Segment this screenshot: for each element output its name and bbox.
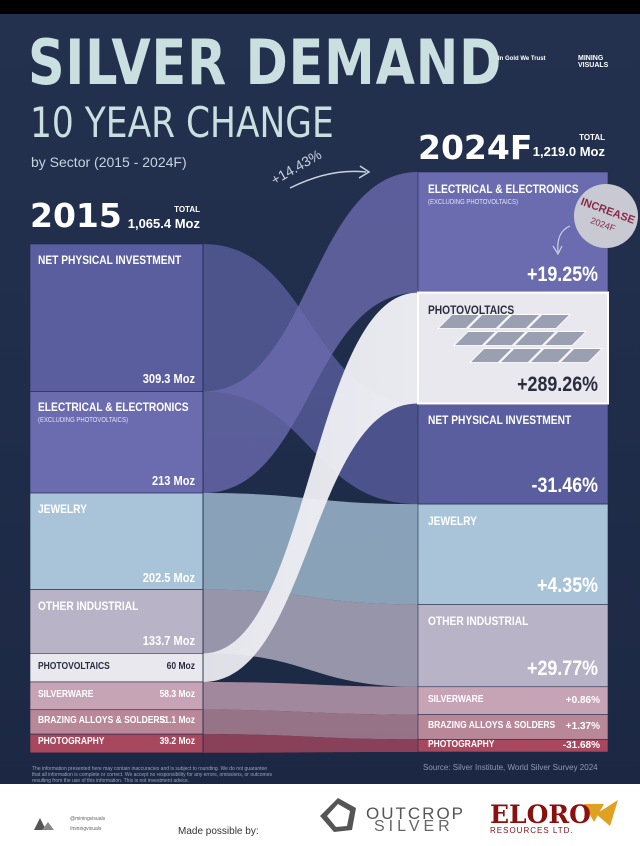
badge-increase: INCREASE 2024F xyxy=(574,184,638,248)
bar-2024-jewelry xyxy=(417,503,609,605)
solar-cell xyxy=(453,331,497,346)
value-2015-photography: 39.2 Moz xyxy=(159,736,195,748)
growth-arrowhead-icon xyxy=(358,165,371,179)
label-2024-net_physical_investment: NET PHYSICAL INVESTMENT xyxy=(428,413,572,428)
bar-2015-net_physical_investment xyxy=(29,243,204,392)
eloro-logo-icon xyxy=(584,800,618,826)
flow-photography xyxy=(203,734,418,753)
value-2015-net_physical_investment: 309.3 Moz xyxy=(142,371,195,387)
note-2024-electrical: (EXCLUDING PHOTOVOLTAICS) xyxy=(428,199,518,206)
label-2015-net_physical_investment: NET PHYSICAL INVESTMENT xyxy=(38,253,182,267)
flow-silverware xyxy=(203,681,418,715)
made-possible: Made possible by: xyxy=(178,826,259,837)
label-2015-photography: PHOTOGRAPHY xyxy=(38,736,105,748)
bar-2024-brazing xyxy=(417,714,609,740)
label-2015-brazing: BRAZING ALLOYS & SOLDERS xyxy=(38,714,166,726)
flow-electrical xyxy=(203,172,418,494)
bar-2024-photography xyxy=(417,738,609,753)
brand-miningvisuals: MINING VISUALS xyxy=(578,55,609,69)
source: Source: Silver Institute, World Silver S… xyxy=(423,763,598,772)
subtitle: 10 YEAR CHANGE xyxy=(30,98,334,147)
right-year: 2024F xyxy=(418,128,533,167)
change-2024-electrical: +19.25% xyxy=(527,262,598,286)
left-year: 2015 xyxy=(30,196,122,235)
flow-brazing xyxy=(203,709,418,740)
value-2015-brazing: 51.1 Moz xyxy=(159,714,195,726)
label-2015-photovoltaics: PHOTOVOLTAICS xyxy=(38,660,110,672)
flow-jewelry xyxy=(203,493,418,605)
label-2024-brazing: BRAZING ALLOYS & SOLDERS xyxy=(428,719,556,731)
solar-panel-icon xyxy=(437,314,603,363)
solar-cell xyxy=(469,348,513,363)
label-2024-silverware: SILVERWARE xyxy=(428,693,484,705)
social-2: /miningvisuals xyxy=(70,826,102,832)
change-2024-net_physical_investment: -31.46% xyxy=(531,474,598,498)
outcrop-logo-icon xyxy=(320,798,356,832)
label-2015-electrical: ELECTRICAL & ELECTRONICS xyxy=(38,400,189,415)
badge-arrowhead-icon xyxy=(552,245,563,256)
bar-2024-other_industrial xyxy=(417,604,609,688)
left-total-value: 1,065.4 Moz xyxy=(127,216,200,231)
change-2024-brazing: +1.37% xyxy=(565,720,600,732)
disclaimer: The information presented here may conta… xyxy=(32,766,273,784)
change-2024-jewelry: +4.35% xyxy=(536,574,598,598)
note-2015-electrical: (EXCLUDING PHOTOVOLTAICS) xyxy=(38,417,128,425)
bar-2015-photovoltaics xyxy=(29,653,204,683)
label-2015-silverware: SILVERWARE xyxy=(38,688,94,700)
change-2024-silverware: +0.86% xyxy=(565,694,600,706)
social-1: @miningvisuals xyxy=(70,816,106,822)
right-total-label: TOTAL xyxy=(579,133,605,142)
solar-cell xyxy=(499,348,543,363)
eloro-name: ELORO xyxy=(490,800,591,829)
flow-photovoltaics xyxy=(203,292,418,682)
main-title: SILVER DEMAND xyxy=(28,26,503,99)
bar-2015-silverware xyxy=(29,681,204,711)
bar-2024-electrical xyxy=(417,171,609,293)
value-2015-jewelry: 202.5 Moz xyxy=(142,569,195,585)
growth-arrow-icon xyxy=(289,170,367,189)
solar-cell xyxy=(483,331,527,346)
label-2024-jewelry: JEWELRY xyxy=(428,514,477,529)
label-2024-electrical: ELECTRICAL & ELECTRONICS xyxy=(428,182,579,196)
label-2015-jewelry: JEWELRY xyxy=(38,502,87,517)
left-total-label: TOTAL xyxy=(174,205,200,214)
outcrop-name: OUTCROP xyxy=(366,804,465,823)
outcrop-silver: SILVER xyxy=(374,818,454,835)
label-2024-photovoltaics: PHOTOVOLTAICS xyxy=(428,302,515,317)
bar-2015-other_industrial xyxy=(29,589,204,654)
value-2015-photovoltaics: 60 Moz xyxy=(166,660,195,672)
label-2024-photography: PHOTOGRAPHY xyxy=(428,738,495,750)
solar-cell xyxy=(467,314,511,329)
solar-cell xyxy=(527,314,571,329)
solar-cell xyxy=(543,331,587,346)
solar-cell xyxy=(529,348,573,363)
label-2024-other_industrial: OTHER INDUSTRIAL xyxy=(428,614,529,629)
value-2015-electrical: 213 Moz xyxy=(152,473,195,489)
value-2015-silverware: 58.3 Moz xyxy=(159,688,195,700)
footer-logo-mv xyxy=(34,818,54,830)
solar-cell xyxy=(497,314,541,329)
solar-cell xyxy=(559,348,603,363)
label-2015-other_industrial: OTHER INDUSTRIAL xyxy=(38,598,139,613)
bar-2024-photovoltaics xyxy=(417,291,609,405)
change-2024-photography: -31.68% xyxy=(562,739,600,751)
change-2024-other_industrial: +29.77% xyxy=(527,656,598,680)
footer-bar xyxy=(0,784,640,846)
eloro-resources: RESOURCES LTD. xyxy=(490,826,574,835)
right-total-value: 1,219.0 Moz xyxy=(532,144,605,159)
by-sector: by Sector (2015 - 2024F) xyxy=(31,154,187,170)
solar-cell xyxy=(437,314,481,329)
badge-arrow-icon xyxy=(557,225,571,253)
social-handles: @miningvisuals /miningvisuals xyxy=(70,814,105,834)
change-2024-photovoltaics: +289.26% xyxy=(517,373,598,397)
bar-2024-net_physical_investment xyxy=(417,403,609,505)
value-2015-other_industrial: 133.7 Moz xyxy=(142,633,195,649)
solar-cell xyxy=(513,331,557,346)
flow-other_industrial xyxy=(203,589,418,687)
brand-ingold: In Gold We Trust xyxy=(498,56,546,62)
